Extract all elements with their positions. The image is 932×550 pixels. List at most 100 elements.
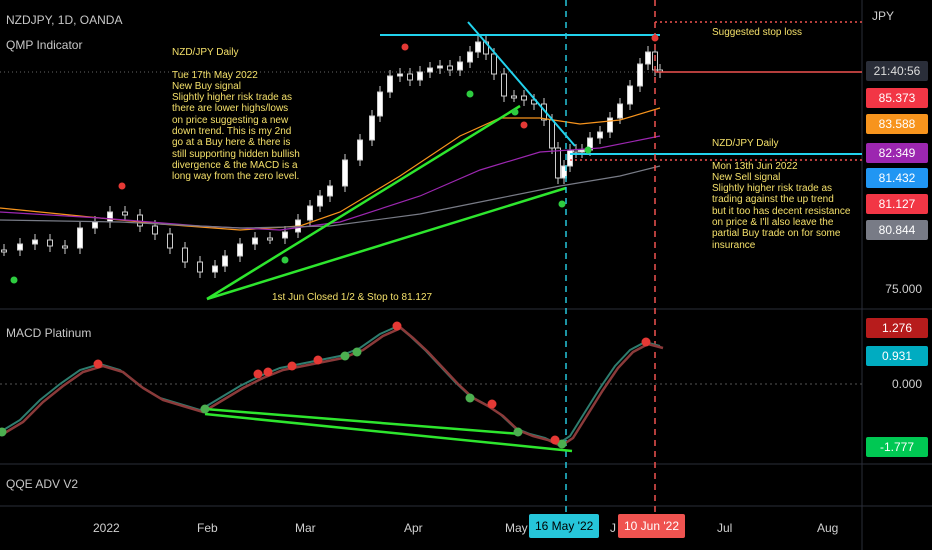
- candle-body: [167, 233, 173, 249]
- candle-body: [607, 117, 613, 133]
- price-badge-85373: 85.373: [866, 88, 928, 108]
- price-badge-82349: 82.349: [866, 143, 928, 163]
- symbol-title[interactable]: NZDJPY, 1D, OANDA: [6, 13, 123, 27]
- candle-body: [327, 185, 333, 197]
- candle-body: [17, 243, 23, 251]
- support-trendline: [206, 186, 567, 301]
- macd-cross-dot: [513, 427, 523, 437]
- candle-body: [252, 237, 258, 245]
- buy-signal-dot: [281, 256, 289, 264]
- candle-body: [397, 73, 403, 77]
- candle-body: [77, 227, 83, 249]
- candle-body: [212, 265, 218, 273]
- macd-cross-dot: [287, 361, 297, 371]
- candle-body: [152, 225, 158, 235]
- candle-body: [222, 255, 228, 267]
- candle-body: [417, 71, 423, 81]
- macd-zero-level: 0.000: [891, 377, 922, 391]
- candle-body: [317, 195, 323, 207]
- candle-body: [511, 95, 517, 99]
- macd-badge-signal: 1.276: [866, 318, 928, 338]
- macd-badge-line: 0.931: [866, 346, 928, 366]
- candle-body: [1, 249, 7, 253]
- date-marker-blue: 16 May '22: [529, 514, 600, 538]
- macd-cross-dot: [93, 359, 103, 369]
- candle-body: [555, 147, 561, 179]
- candle-body: [447, 65, 453, 71]
- buy-signal-dot: [511, 108, 519, 116]
- candle-body: [282, 231, 288, 239]
- candle-body: [627, 85, 633, 105]
- macd-cross-dot: [313, 355, 323, 365]
- candle-body: [579, 149, 585, 153]
- macd-cross-dot: [465, 393, 475, 403]
- stop-loss-note: Suggested stop loss: [712, 27, 803, 38]
- candle-body: [617, 103, 623, 119]
- ema-gray: [0, 165, 661, 229]
- qqe-pane-title[interactable]: QQE ADV V2: [6, 477, 79, 491]
- time-label-aug: Aug: [817, 521, 839, 535]
- candle-body: [637, 63, 643, 87]
- candle-body: [307, 205, 313, 221]
- buy-note: NZD/JPY Daily Tue 17th May 2022 New Buy …: [172, 47, 300, 183]
- time-label-2022: 2022: [93, 521, 120, 535]
- candle-body: [92, 221, 98, 229]
- macd-cross-dot: [0, 427, 7, 437]
- time-label-mar: Mar: [295, 521, 316, 535]
- candle-body: [387, 75, 393, 93]
- macd-cross-dot: [487, 399, 497, 409]
- buy-signal-dot: [10, 276, 18, 284]
- support-trendline-upper: [206, 104, 521, 301]
- candle-body: [197, 261, 203, 273]
- candle-body: [357, 139, 363, 161]
- buy-signal-dot: [466, 90, 474, 98]
- price-badge-81127: 81.127: [866, 194, 928, 214]
- candle-body: [567, 149, 573, 167]
- macd-cross-dot: [557, 439, 567, 449]
- ema-purple: [0, 135, 661, 231]
- macd-cross-dot: [392, 321, 402, 331]
- date-marker-red: 10 Jun '22: [618, 514, 686, 538]
- candle-body: [475, 41, 481, 53]
- candle-body: [457, 61, 463, 71]
- closed-half-note: 1st Jun Closed 1/2 & Stop to 81.127: [272, 292, 433, 303]
- macd-cross-dot: [200, 404, 210, 414]
- candle-body: [521, 95, 527, 101]
- macd-cross-dot: [263, 367, 273, 377]
- candle-body: [561, 165, 567, 179]
- candle-body: [437, 65, 443, 69]
- candle-body: [107, 211, 113, 223]
- sell-signal-dot: [118, 182, 126, 190]
- macd-divergence-line: [204, 407, 521, 436]
- candle-body: [47, 239, 53, 247]
- candle-body: [369, 115, 375, 141]
- currency-label: JPY: [871, 9, 894, 23]
- macd-pane-title[interactable]: MACD Platinum: [6, 326, 92, 340]
- price-badge-81432: 81.432: [866, 168, 928, 188]
- candle-body: [267, 237, 273, 241]
- candle-body: [342, 159, 348, 187]
- sell-signal-dot: [651, 34, 659, 42]
- time-label-jun: J: [610, 521, 616, 535]
- macd-badge-hist: -1.777: [866, 437, 928, 457]
- candle-body: [407, 73, 413, 81]
- macd-cross-dot: [550, 435, 560, 445]
- macd-divergence-line-lower: [204, 412, 573, 453]
- candle-body: [549, 119, 555, 149]
- candle-body: [467, 51, 473, 63]
- candle-body: [427, 67, 433, 73]
- downtrend-line: [467, 21, 576, 147]
- time-label-jul: Jul: [717, 521, 733, 535]
- candle-body: [597, 131, 603, 139]
- time-label-apr: Apr: [404, 521, 423, 535]
- price-level-75: 75.000: [885, 282, 922, 296]
- buy-signal-dot: [558, 200, 566, 208]
- macd-cross-dot: [352, 347, 362, 357]
- sell-signal-dot: [520, 121, 528, 129]
- macd-signal-line: [2, 326, 664, 448]
- indicator-name[interactable]: QMP Indicator: [6, 38, 83, 52]
- price-badge-80844: 80.844: [866, 220, 928, 240]
- buy-signal-dot: [584, 146, 592, 154]
- time-label-may: May: [505, 521, 528, 535]
